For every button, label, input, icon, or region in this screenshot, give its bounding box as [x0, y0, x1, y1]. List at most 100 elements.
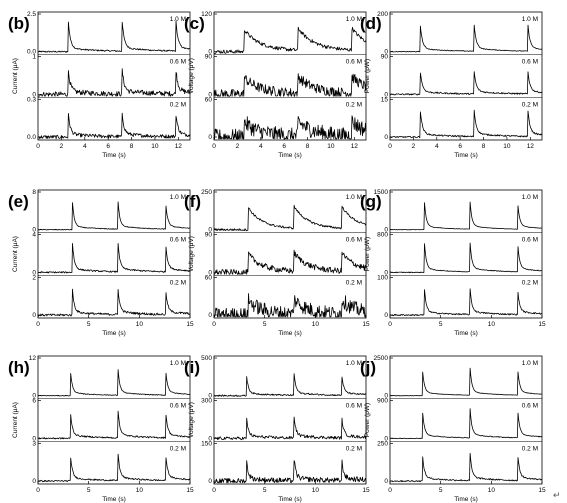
- y-axis-label: Current (μA): [12, 58, 19, 94]
- x-tick-label: 10: [312, 321, 320, 328]
- y-tick-label: 0: [208, 91, 212, 98]
- y-tick-label: 2.5: [27, 11, 36, 18]
- y-tick-label: 0: [32, 393, 36, 400]
- signal-trace: [213, 73, 367, 97]
- signal-trace: [389, 201, 543, 231]
- y-tick-label: 500: [201, 355, 212, 362]
- x-axis-label: Time (s): [278, 330, 302, 337]
- concentration-label: 0.6 M: [170, 59, 186, 66]
- y-tick-label: 0: [208, 393, 212, 400]
- x-tick-label: 4: [83, 143, 87, 150]
- y-tick-label: 1500: [374, 189, 389, 196]
- panel-label: (i): [184, 358, 200, 377]
- y-tick-label: 150: [201, 440, 212, 447]
- panel-frame: [213, 189, 367, 319]
- x-tick-label: 10: [136, 321, 144, 328]
- x-tick-label: 0: [212, 321, 216, 328]
- panel-frame: [37, 189, 191, 319]
- concentration-label: 0.6 M: [170, 403, 186, 410]
- panel-frame: [213, 11, 367, 141]
- concentration-label: 0.6 M: [346, 403, 362, 410]
- y-tick-label: 0: [208, 478, 212, 485]
- y-tick-label: 0: [32, 269, 36, 276]
- concentration-label: 1.0 M: [170, 16, 186, 23]
- x-tick-label: 5: [439, 321, 443, 328]
- chart-panel-f: (f) Voltage (μV) Time (s) 0 5 10 15 250 0 1.0 M 90…: [184, 189, 370, 337]
- y-tick-label: 0: [384, 393, 388, 400]
- signal-trace: [37, 20, 191, 53]
- x-tick-label: 0: [36, 487, 40, 494]
- y-tick-label: 8: [32, 189, 36, 196]
- signal-trace: [214, 249, 367, 275]
- concentration-label: 0.2 M: [346, 101, 362, 108]
- y-tick-label: 800: [377, 232, 388, 239]
- signal-trace: [389, 109, 543, 139]
- chart-panel-c: (c) Voltage (μV) Time (s) 0 2 4 6 8 10 12 120 0 1.0 …: [184, 11, 367, 159]
- y-axis-label: Power (pW): [364, 403, 371, 437]
- signal-trace: [213, 459, 367, 484]
- panel-frame: [389, 189, 543, 319]
- chart-panel-i: (i) Voltage (μV) Time (s) 0 5 10 15 500 0 1.0 M 30…: [184, 355, 370, 503]
- y-tick-label: 1: [32, 54, 36, 61]
- return-mark: ↵: [553, 490, 561, 500]
- x-tick-label: 8: [482, 143, 486, 150]
- x-tick-label: 4: [259, 143, 263, 150]
- concentration-label: 1.0 M: [170, 360, 186, 367]
- x-tick-label: 5: [439, 487, 443, 494]
- x-tick-label: 2: [412, 143, 416, 150]
- y-tick-label: 0: [208, 312, 212, 319]
- signal-trace: [213, 204, 367, 232]
- signal-trace: [213, 373, 367, 397]
- x-tick-label: 0: [36, 321, 40, 328]
- concentration-label: 1.0 M: [522, 16, 538, 23]
- signal-trace: [213, 293, 367, 318]
- y-tick-label: 90: [381, 54, 389, 61]
- x-axis-label: Time (s): [102, 496, 126, 503]
- x-tick-label: 0: [388, 487, 392, 494]
- x-tick-label: 5: [87, 321, 91, 328]
- x-axis-label: Time (s): [102, 152, 126, 159]
- y-tick-label: 0: [384, 134, 388, 141]
- x-tick-label: 15: [186, 321, 194, 328]
- signal-trace: [37, 410, 191, 440]
- y-tick-label: 0: [208, 269, 212, 276]
- y-tick-label: 2500: [374, 355, 389, 362]
- y-tick-label: 0: [208, 134, 212, 141]
- panel-label: (g): [360, 192, 382, 211]
- y-tick-label: 0: [32, 227, 36, 234]
- y-tick-label: 0: [32, 435, 36, 442]
- x-tick-label: 10: [312, 487, 320, 494]
- panel-label: (d): [360, 14, 382, 33]
- x-axis-label: Time (s): [454, 330, 478, 337]
- y-tick-label: 12: [29, 355, 37, 362]
- signal-trace: [389, 408, 543, 440]
- y-tick-label: 60: [205, 96, 213, 103]
- panel-frame: [389, 11, 543, 141]
- x-tick-label: 2: [236, 143, 240, 150]
- y-tick-label: 300: [201, 398, 212, 405]
- concentration-label: 0.6 M: [346, 59, 362, 66]
- x-tick-label: 15: [362, 321, 370, 328]
- y-tick-label: 0: [384, 478, 388, 485]
- panel-label: (j): [360, 358, 376, 377]
- signal-trace: [37, 201, 191, 231]
- concentration-label: 0.2 M: [346, 279, 362, 286]
- concentration-label: 0.2 M: [346, 445, 362, 452]
- panels-layer: (b)Current (μA)Time (s)0 2 4 6 8 10 122.50.01.…: [8, 11, 546, 503]
- panel-label: (h): [8, 358, 30, 377]
- panel-frame: [213, 355, 367, 485]
- x-tick-label: 8: [306, 143, 310, 150]
- x-tick-label: 6: [282, 143, 286, 150]
- signal-trace: [37, 68, 191, 97]
- concentration-label: 0.6 M: [522, 403, 538, 410]
- x-tick-label: 0: [212, 487, 216, 494]
- concentration-label: 1.0 M: [522, 360, 538, 367]
- x-tick-label: 15: [186, 487, 194, 494]
- concentration-label: 0.2 M: [522, 279, 538, 286]
- y-tick-label: 0: [208, 227, 212, 234]
- y-axis-label: Voltage (μV): [188, 58, 195, 94]
